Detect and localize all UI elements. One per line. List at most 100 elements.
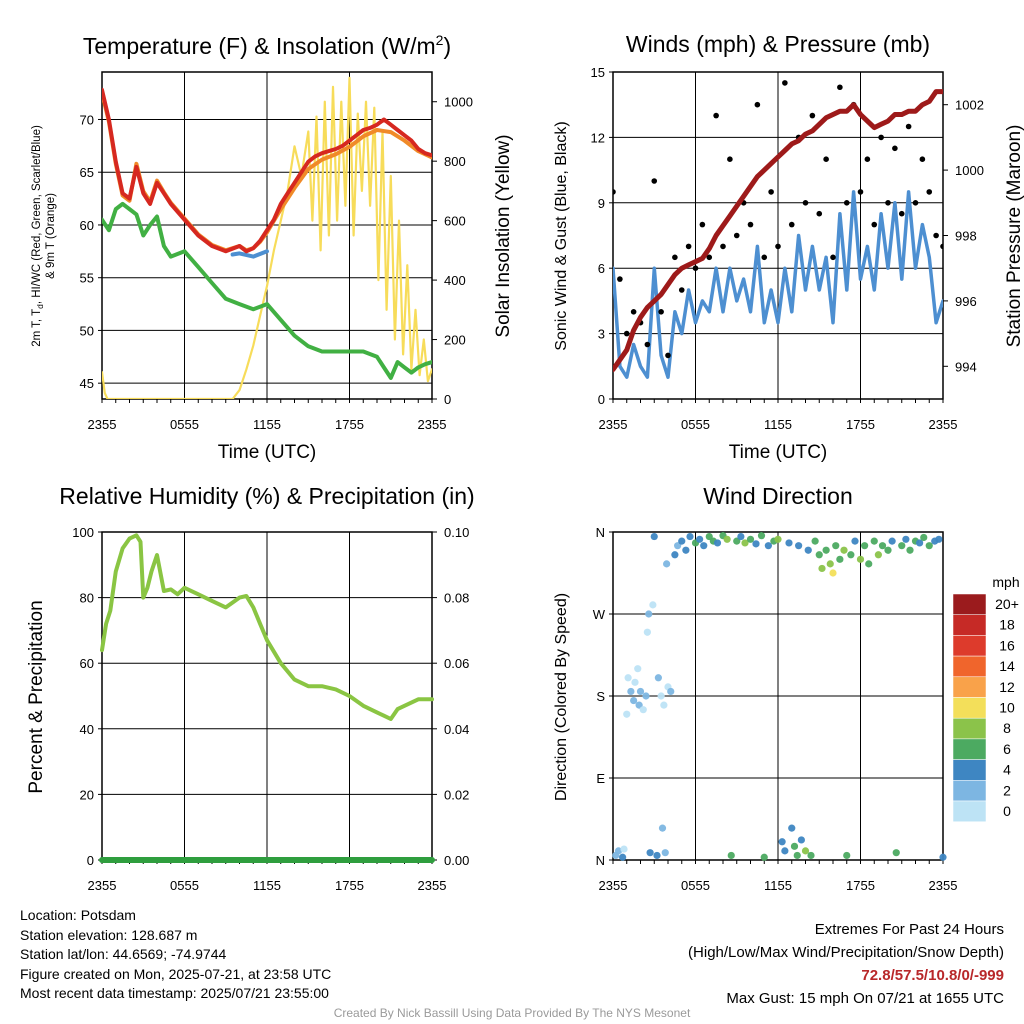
wind-direction-point — [671, 551, 679, 559]
wind-direction-point — [646, 849, 654, 857]
gust-point — [692, 265, 699, 272]
solar-insolation-line — [102, 76, 432, 399]
wind-direction-point — [811, 537, 819, 545]
gust-point — [898, 210, 905, 217]
gust-point — [802, 200, 809, 206]
winds-panel: Winds (mph) & Pressure (mb) Time (UTC) S… — [553, 31, 1024, 463]
temperature-y-tick-label: 55 — [80, 271, 94, 286]
gust-point — [699, 221, 706, 228]
wind-direction-point — [851, 537, 859, 545]
gust-point — [857, 189, 864, 195]
wind-direction-point — [639, 706, 647, 714]
gust-point — [871, 221, 878, 228]
temperature-y-label-line2: & 9m T (Orange) — [45, 193, 57, 279]
wind-direction-panel: Wind Direction Direction (Colored By Spe… — [553, 483, 1020, 893]
two-meter-temp-line — [102, 87, 432, 254]
wind-direction-point — [682, 546, 690, 554]
extremes-legend: (High/Low/Max Wind/Precipitation/Snow De… — [688, 944, 1004, 961]
pressure-y-label: Station Pressure (Maroon) — [1004, 125, 1024, 348]
wind-direction-point — [925, 542, 933, 550]
wind-direction-point — [856, 555, 865, 563]
gust-point — [919, 156, 926, 162]
wind-direction-y-tick-label: S — [596, 689, 605, 704]
winds-x-tick-label: 2355 — [599, 417, 628, 432]
colorbar-tick-label: 20+ — [995, 596, 1019, 612]
wind-direction-x-tick-label: 2355 — [599, 878, 628, 893]
winds-panel-title: Winds (mph) & Pressure (mb) — [626, 31, 930, 57]
wind-direction-point — [642, 692, 650, 700]
temperature-y2-tick-label: 600 — [444, 214, 466, 229]
wind-direction-point — [746, 535, 755, 543]
gust-point — [864, 156, 871, 162]
wind-direction-x-tick-label: 1155 — [764, 878, 792, 893]
gust-point — [630, 309, 637, 315]
humidity-panel: Relative Humidity (%) & Precipitation (i… — [26, 483, 475, 893]
humidity-y2-tick-label: 0.00 — [444, 853, 469, 868]
wind-direction-point — [878, 542, 887, 550]
temperature-x-tick-label: 2355 — [88, 417, 117, 432]
colorbar-swatch — [952, 697, 987, 719]
wind-direction-point — [764, 542, 772, 550]
gust-point — [933, 232, 939, 239]
gust-point — [713, 112, 719, 119]
wind-direction-point — [874, 551, 882, 559]
wind-direction-point — [778, 838, 786, 846]
gust-point — [754, 101, 761, 108]
colorbar-tick-label: 10 — [999, 700, 1015, 716]
gust-point — [658, 309, 664, 315]
colorbar-swatch — [952, 655, 987, 678]
gust-point — [940, 243, 943, 250]
sonic-wind-line — [613, 190, 943, 379]
colorbar-swatch — [952, 800, 987, 822]
wind-direction-x-tick-label: 1755 — [846, 878, 875, 893]
wind-direction-point — [902, 535, 910, 543]
colorbar-tick-label: 2 — [1003, 782, 1011, 798]
colorbar-swatch — [952, 593, 987, 615]
winds-y2-tick-label: 1000 — [955, 163, 984, 178]
colorbar-label: mph — [992, 574, 1019, 590]
gust-point — [651, 178, 658, 184]
colorbar-tick-label: 16 — [999, 637, 1015, 653]
wind-direction-point — [785, 539, 793, 547]
gust-point — [788, 221, 795, 228]
humidity-y2-tick-label: 0.06 — [444, 656, 469, 671]
temperature-y2-tick-label: 0 — [444, 392, 451, 407]
wind-direction-point — [727, 851, 735, 860]
wind-direction-point — [847, 551, 855, 559]
winds-y-tick-label: 6 — [598, 261, 605, 276]
temperature-series — [102, 76, 432, 399]
humidity-x-tick-label: 2355 — [418, 878, 447, 893]
colorbar-swatch — [952, 738, 987, 760]
colorbar-tick-label: 12 — [999, 679, 1015, 695]
winds-y2-tick-label: 994 — [955, 359, 977, 374]
gust-point — [926, 189, 933, 195]
humidity-panel-title: Relative Humidity (%) & Precipitation (i… — [59, 483, 474, 509]
gust-point — [678, 287, 685, 293]
station-pressure-line — [613, 89, 943, 373]
wind-direction-point — [884, 546, 892, 554]
gust-point — [912, 200, 919, 206]
wind-direction-x-tick-label: 2355 — [929, 878, 958, 893]
colorbar-swatch — [952, 717, 987, 740]
wind-direction-point — [781, 847, 789, 855]
winds-y-tick-label: 3 — [598, 327, 605, 342]
wind-direction-point — [713, 539, 722, 547]
wind-direction-point — [660, 701, 668, 709]
gust-point — [672, 254, 678, 261]
wind-direction-point — [737, 532, 745, 541]
wind-direction-point — [832, 542, 840, 550]
credit-line: Created By Nick Bassill Using Data Provi… — [333, 1006, 691, 1020]
station-info: Location: Potsdam Station elevation: 128… — [20, 906, 331, 1004]
colorbar-swatch — [952, 614, 987, 636]
dewpoint-line — [102, 201, 432, 380]
colorbar-swatch — [952, 780, 987, 802]
wind-direction-point — [634, 665, 642, 673]
colorbar-tick-label: 6 — [1003, 741, 1011, 757]
gust-point — [782, 80, 788, 86]
gust-point — [768, 189, 774, 195]
wind-direction-point — [649, 601, 657, 609]
humidity-y-tick-label: 40 — [80, 722, 94, 737]
winds-y2-tick-label: 996 — [955, 294, 977, 309]
wind-direction-point — [623, 710, 631, 718]
temperature-y-tick-label: 45 — [80, 376, 94, 391]
